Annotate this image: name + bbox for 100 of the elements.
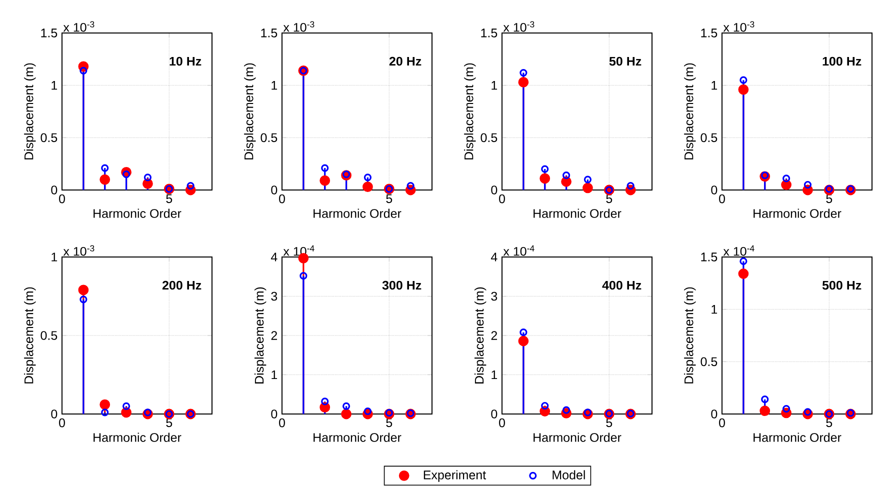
point (320, 175, 330, 186)
y-tick-label: 1.5 (261, 28, 278, 38)
y-tick-label: 1.5 (701, 252, 718, 262)
y-tick-label: 0.5 (700, 133, 718, 142)
text: x 10$^{-3}$ (503, 21, 534, 32)
point (101, 164, 109, 172)
point (562, 406, 570, 414)
x-tick-label: 0 (719, 418, 725, 428)
point (100, 174, 110, 185)
x-tick-label: 0 (499, 418, 505, 428)
y-axis-title: Displacement (m) (24, 63, 36, 160)
y-tick-label: 0.5 (480, 133, 498, 142)
point (364, 407, 372, 416)
x-axis-title: Harmonic Order (314, 208, 402, 218)
y-axis-title: Displacement (m) (244, 63, 256, 160)
text: 200 Hz (162, 280, 202, 290)
point (518, 76, 529, 88)
x-tick-label: 0 (719, 194, 725, 204)
y-tick-label: 0.5 (260, 133, 278, 142)
x-tick-label: 0 (279, 194, 285, 204)
text: x 10$^{-3}$ (723, 21, 754, 32)
y-tick-label: 0 (711, 186, 718, 194)
x-axis-title: Harmonic Order (534, 432, 622, 442)
y-tick-label: 0.5 (40, 133, 58, 142)
x-axis-title: Harmonic Order (754, 432, 842, 442)
y-tick-label: 1.5 (701, 28, 718, 38)
point (142, 178, 153, 189)
x-tick-label: 0 (59, 418, 65, 428)
x-tick-label: 5 (386, 194, 392, 204)
point (300, 272, 308, 280)
point (825, 185, 833, 193)
text: 500 Hz (822, 280, 862, 290)
point (321, 164, 329, 172)
point (761, 396, 769, 404)
y-tick-label: 1 (712, 305, 718, 314)
point (144, 174, 152, 182)
y-tick-label: 0 (51, 186, 58, 194)
point (562, 172, 570, 180)
point (738, 268, 749, 279)
y-tick-label: 2 (491, 331, 498, 340)
text: 50 Hz (609, 56, 642, 66)
point (101, 408, 109, 416)
point (760, 406, 770, 416)
point (518, 336, 529, 346)
point (584, 408, 592, 416)
text: x 10$^{-3}$ (63, 245, 94, 256)
y-tick-label: 0 (51, 410, 58, 418)
y-axis-title: Displacement (m) (684, 63, 696, 160)
legend-label: Experiment (424, 470, 486, 482)
y-tick-label: 1 (52, 252, 58, 262)
y-axis-title: Displacement (m) (474, 287, 486, 384)
text: 300 Hz (382, 280, 422, 290)
y-tick-label: 3 (491, 292, 498, 301)
point (362, 182, 373, 192)
text: x 10$^{-3}$ (63, 21, 94, 32)
text: 100 Hz (822, 56, 862, 66)
y-tick-label: 1 (492, 370, 498, 380)
y-tick-label: 1 (492, 81, 498, 90)
y-tick-label: 2 (271, 331, 278, 340)
y-axis-title: Displacement (m) (684, 287, 696, 384)
point (341, 408, 352, 420)
point (80, 296, 88, 304)
point (541, 165, 549, 173)
y-tick-label: 4 (270, 252, 278, 262)
point (541, 402, 549, 410)
point (122, 170, 130, 178)
y-tick-label: 0 (271, 410, 278, 418)
text: 400 Hz (602, 280, 642, 290)
x-axis-title: Harmonic Order (94, 432, 182, 442)
y-tick-label: 0 (271, 186, 278, 194)
y-tick-label: 0 (491, 186, 498, 194)
point (342, 170, 350, 178)
point (385, 409, 393, 417)
point (520, 68, 528, 77)
text: x 10$^{-4}$ (723, 245, 754, 256)
point (804, 180, 812, 189)
point (782, 404, 790, 413)
point (100, 399, 110, 410)
point (520, 328, 528, 336)
x-axis-title: Harmonic Order (754, 208, 842, 218)
y-tick-label: 1 (52, 81, 58, 90)
y-tick-label: 1.5 (41, 28, 58, 38)
y-tick-label: 0.5 (700, 357, 718, 366)
point (781, 180, 792, 190)
x-tick-label: 0 (499, 194, 505, 204)
x-axis-title: Harmonic Order (94, 208, 182, 218)
point (78, 284, 89, 296)
point (740, 257, 748, 265)
y-axis-title: Displacement (m) (24, 287, 36, 384)
x-tick-label: 0 (59, 194, 65, 204)
point (761, 172, 769, 180)
point (80, 66, 88, 74)
point (782, 174, 790, 182)
point (740, 76, 748, 84)
point (321, 398, 329, 406)
text: x 10$^{-3}$ (283, 21, 314, 32)
point (540, 173, 550, 184)
point (804, 408, 812, 416)
point (144, 408, 152, 416)
point (364, 174, 372, 182)
